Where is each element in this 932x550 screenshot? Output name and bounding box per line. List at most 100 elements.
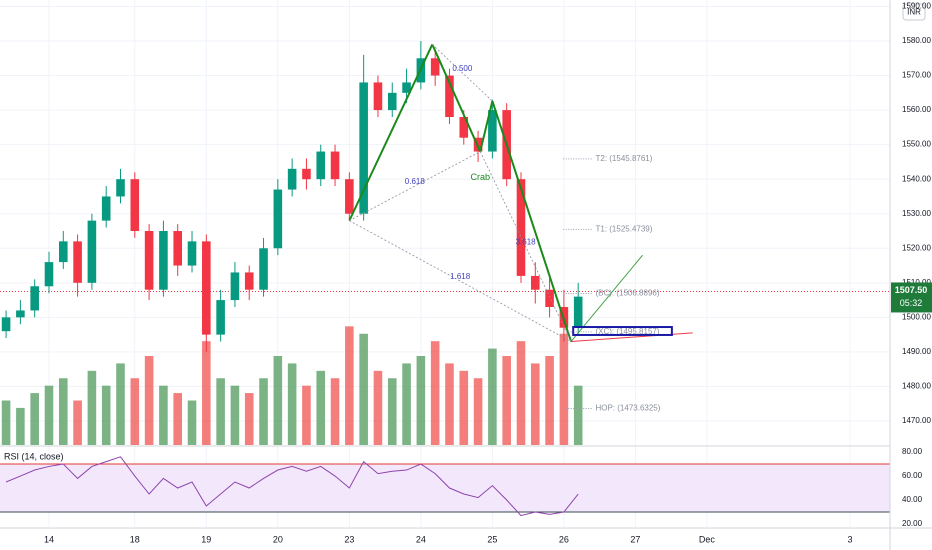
volume-bar [545, 356, 554, 445]
candle-body [373, 82, 383, 111]
rsi-tick-label: 60.00 [902, 471, 923, 480]
candle-body [402, 82, 411, 93]
candle-body [302, 168, 311, 180]
volume-bar [216, 378, 225, 445]
y-tick-label: 1540.00 [902, 174, 931, 183]
candle-body [345, 179, 354, 214]
candle-body [230, 272, 240, 301]
x-tick-label: 20 [273, 534, 283, 544]
volume-bar [373, 370, 383, 445]
candle-body [116, 179, 125, 197]
volume-bar [445, 363, 454, 445]
volume-bar [230, 385, 240, 445]
ratio-line [479, 151, 572, 342]
volume-bar [58, 378, 68, 445]
candle-body [445, 75, 454, 118]
last-price-box [891, 282, 932, 313]
ratio-label: 0.500 [452, 64, 473, 73]
volume-bar [87, 370, 97, 445]
pattern-leg [479, 100, 494, 152]
y-tick-label: 1590.00 [902, 2, 931, 11]
volume-bar [430, 341, 440, 445]
volume-bar [516, 341, 526, 445]
y-tick-label: 1490.00 [902, 347, 931, 356]
rsi-tick-label: 20.00 [902, 519, 923, 528]
x-tick-label: 24 [416, 534, 426, 544]
volume-bar [302, 385, 311, 445]
x-tick-label: 19 [201, 534, 211, 544]
plot-layer: 0.618 0.500 3.618 1.618 Crab T2: (1545.8761) T… [0, 0, 890, 527]
volume-bar [402, 363, 411, 445]
y-tick-label: 1560.00 [902, 105, 931, 114]
candle-body [16, 310, 25, 318]
candle-body [330, 151, 340, 180]
candle-body [202, 241, 211, 335]
volume-bar [73, 400, 82, 445]
volume-bar [202, 341, 211, 445]
currency: INR [907, 8, 921, 17]
y-tick-label: 1580.00 [902, 36, 931, 45]
x-tick-label: 3 [847, 534, 852, 544]
volume-bar [130, 378, 140, 445]
volume-bar [173, 393, 183, 445]
candle-body [173, 230, 183, 266]
countdown: 05:32 [900, 298, 923, 308]
y-tick-label: 1530.00 [902, 209, 931, 218]
volume-bar [488, 348, 497, 445]
candle-body [87, 220, 97, 283]
candle-body [273, 189, 283, 249]
volume-bar [116, 363, 125, 445]
candle-body [44, 262, 54, 287]
rsi-line [5, 456, 579, 517]
currency-box[interactable] [902, 3, 926, 21]
volume-bar [530, 363, 540, 445]
volume-bar [44, 385, 54, 445]
candle-body [30, 286, 39, 311]
candle-body [530, 275, 540, 290]
volume-bar [187, 400, 197, 445]
candle-body [73, 241, 82, 283]
candle-body [459, 117, 469, 138]
reversal-zone [572, 326, 673, 336]
rsi-tick-label: 40.00 [902, 495, 923, 504]
candle-body [430, 58, 440, 76]
volume-bar [573, 385, 583, 445]
x-tick-label: 18 [130, 534, 140, 544]
rsi-band [0, 464, 890, 513]
candle-body [259, 248, 268, 290]
candle-body [216, 300, 225, 335]
volume-bar [259, 378, 268, 445]
candle-body [359, 82, 368, 214]
pattern-leg [491, 100, 572, 342]
rsi-tick-label: 80.00 [902, 447, 923, 456]
candle-body [130, 179, 140, 231]
candle-body [488, 110, 497, 152]
ratio-label: 1.618 [450, 272, 471, 281]
candle-body [244, 272, 254, 290]
candle-body [1, 317, 11, 332]
y-tick-label: 1550.00 [902, 140, 931, 149]
candle-body [316, 151, 326, 180]
volume-bar [559, 333, 569, 445]
volume-bar [16, 407, 25, 445]
candle-body [545, 289, 554, 307]
y-tick-label: 1520.00 [902, 243, 931, 252]
volume-bar [416, 356, 426, 445]
y-tick-label: 1500.00 [902, 312, 931, 321]
volume-bar [502, 356, 511, 445]
ratio-line [432, 44, 493, 102]
y-tick-label: 1470.00 [902, 416, 931, 425]
volume-bar [316, 370, 326, 445]
volume-bar [101, 385, 111, 445]
y-tick-label: 1480.00 [902, 382, 931, 391]
candle-body [101, 196, 111, 221]
x-tick-label: 26 [559, 534, 569, 544]
candle-body [287, 168, 297, 190]
y-tick-label: 1570.00 [902, 71, 931, 80]
x-tick-label: Dec [699, 534, 716, 544]
volume-bar [459, 370, 469, 445]
volume-bar [244, 393, 254, 445]
y-tick-label: 1510.00 [902, 278, 931, 287]
pattern-leg [431, 44, 482, 152]
